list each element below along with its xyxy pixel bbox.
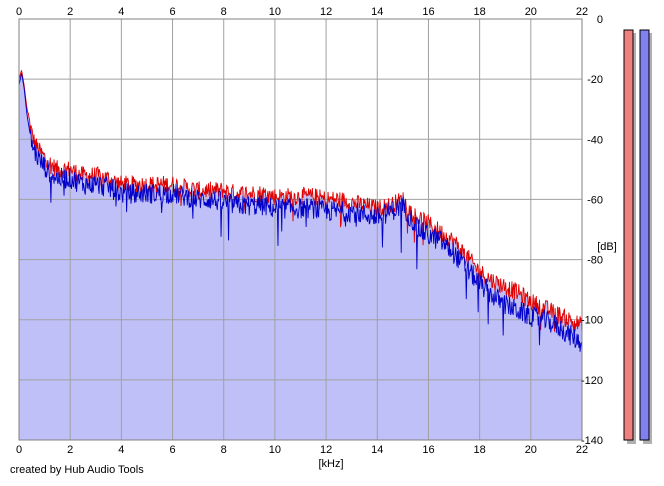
x-tick-label-bottom: 22 xyxy=(576,444,588,456)
y-tick-label: -120 xyxy=(581,375,603,387)
spectrum-fill-area xyxy=(19,70,582,440)
level-meters xyxy=(623,29,652,444)
x-tick-label-top: 12 xyxy=(320,6,332,18)
x-tick-label-bottom: 8 xyxy=(221,444,227,456)
plot-frame xyxy=(18,18,583,441)
x-tick-label-top: 0 xyxy=(16,6,22,18)
x-tick-label-bottom: 10 xyxy=(269,444,281,456)
y-tick-label: 0 xyxy=(597,14,603,26)
x-tick-label-bottom: 20 xyxy=(525,444,537,456)
credit-text: created by Hub Audio Tools xyxy=(10,464,144,476)
y-tick-label: -80 xyxy=(587,255,603,267)
y-tick-label: -20 xyxy=(587,74,603,86)
x-axis-label: [kHz] xyxy=(318,458,343,470)
y-tick-labels: 0 -20 -40 -60 -80 -100 -120 -140 xyxy=(581,14,603,447)
x-tick-label-bottom: 4 xyxy=(118,444,124,456)
x-tick-label-top: 6 xyxy=(169,6,175,18)
series-line-blue xyxy=(18,73,583,352)
spectrum-fill-layer xyxy=(19,70,582,440)
level-meter-left xyxy=(623,29,634,441)
x-tick-label-top: 16 xyxy=(422,6,434,18)
x-tick-label-top: 14 xyxy=(371,6,383,18)
y-tick-label: -100 xyxy=(581,315,603,327)
x-tick-label-top: 4 xyxy=(118,6,124,18)
x-tick-label-top: 20 xyxy=(525,6,537,18)
x-tick-labels-bottom: 0 2 4 6 8 10 12 14 16 18 20 22 xyxy=(16,444,588,456)
x-tick-label-bottom: 12 xyxy=(320,444,332,456)
y-tick-label: -60 xyxy=(587,194,603,206)
x-tick-label-bottom: 16 xyxy=(422,444,434,456)
y-axis-label: [dB] xyxy=(597,241,617,253)
x-tick-label-bottom: 6 xyxy=(169,444,175,456)
x-tick-label-top: 10 xyxy=(269,6,281,18)
x-tick-label-top: 18 xyxy=(474,6,486,18)
y-tick-label: -40 xyxy=(587,134,603,146)
level-meter-right xyxy=(639,29,650,441)
x-tick-label-top: 8 xyxy=(221,6,227,18)
x-tick-label-bottom: 2 xyxy=(67,444,73,456)
x-tick-labels-top: 0 2 4 6 8 10 12 14 16 18 20 22 xyxy=(16,6,588,18)
plot-border xyxy=(18,18,583,441)
series-layer xyxy=(18,70,583,352)
x-tick-label-bottom: 14 xyxy=(371,444,383,456)
x-tick-label-top: 2 xyxy=(67,6,73,18)
x-tick-label-bottom: 0 xyxy=(16,444,22,456)
x-tick-label-bottom: 18 xyxy=(474,444,486,456)
x-tick-label-top: 22 xyxy=(576,6,588,18)
y-tick-label: -140 xyxy=(581,435,603,447)
